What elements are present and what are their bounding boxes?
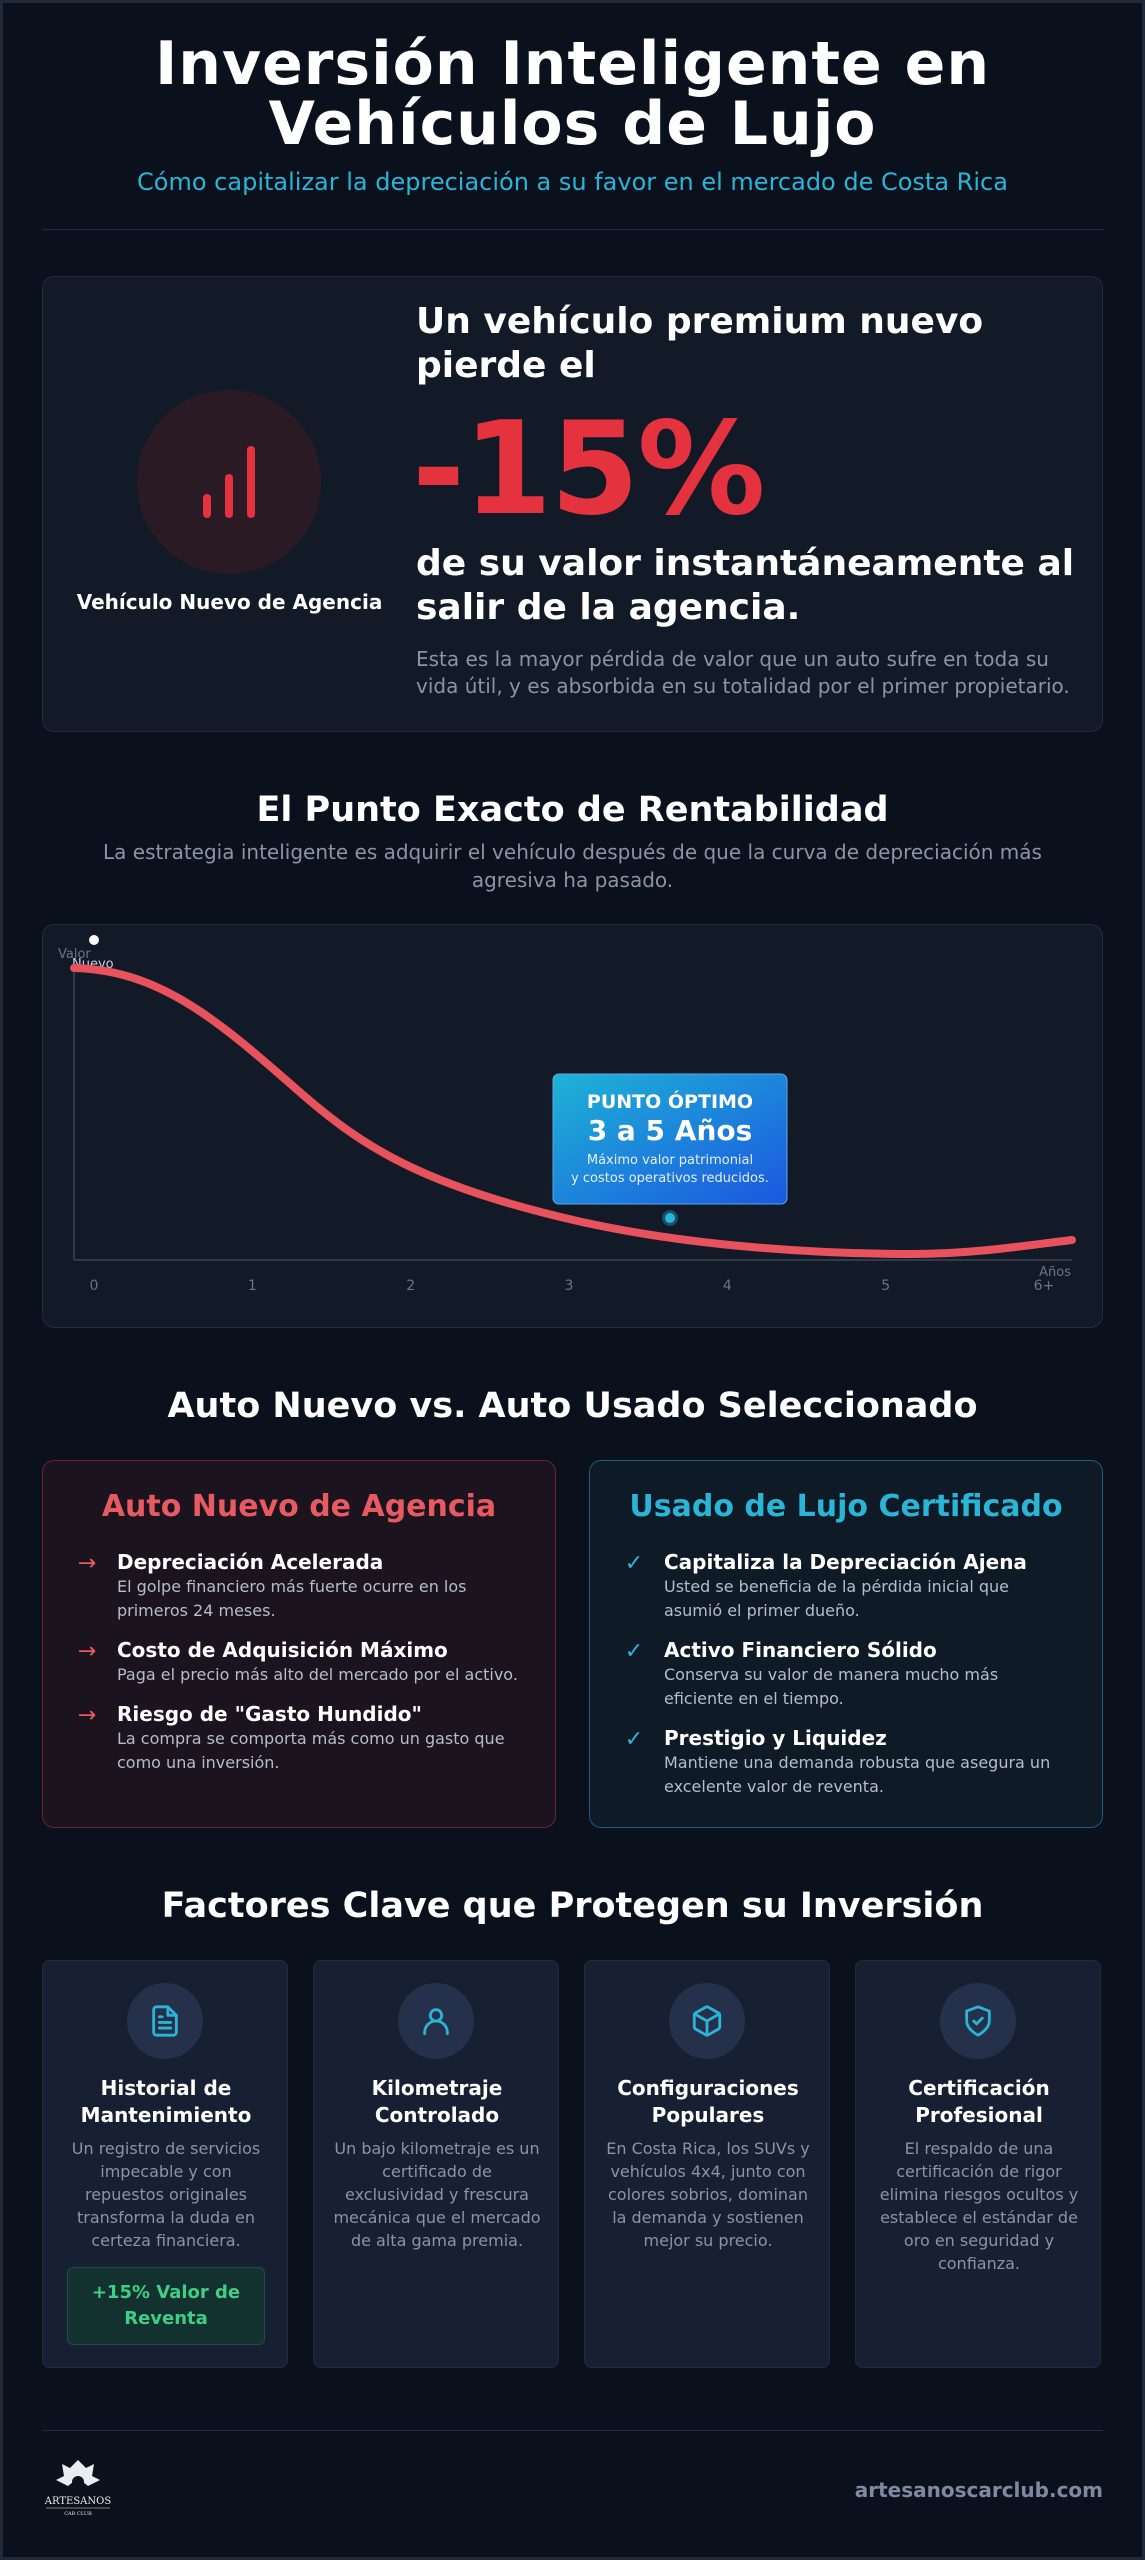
item-text: Mantiene una demanda robusta que asegura… [664,1753,1051,1796]
website-link[interactable]: artesanoscarclub.com [854,2478,1103,2502]
resale-badge: +15% Valor de Reventa [67,2267,265,2345]
user-icon [398,1983,474,2059]
section-title-profit: El Punto Exacto de Rentabilidad [256,790,889,830]
factor-card-certification: Certificación Profesional El respaldo de… [855,1960,1101,2368]
list-item: → Depreciación Acelerada El golpe financ… [75,1549,525,1623]
used-card-title: Usado de Lujo Certificado [629,1489,1063,1524]
section-title-comparison: Auto Nuevo vs. Auto Usado Seleccionado [167,1386,978,1426]
item-heading: Costo de Adquisición Máximo [117,1638,448,1662]
item-text: La compra se comporta más como un gasto … [117,1729,505,1772]
item-heading: Capitaliza la Depreciación Ajena [664,1550,1027,1574]
used-car-card: Usado de Lujo Certificado ✓ Capitaliza l… [589,1460,1103,1828]
x-tick-label: 1 [248,1278,257,1294]
new-car-card: Auto Nuevo de Agencia → Depreciación Ace… [42,1460,556,1828]
item-text: Conserva su valor de manera mucho más ef… [664,1665,999,1708]
x-tick-label: 4 [723,1278,732,1294]
list-item: ✓ Capitaliza la Depreciación Ajena Usted… [622,1549,1072,1623]
logo-text: ARTESANOS [44,2496,112,2507]
y-axis-label: Valor [58,947,91,962]
x-tick-label: 3 [565,1278,574,1294]
check-icon: ✓ [624,1639,644,1664]
section-subtitle-profit: La estrategia inteligente es adquirir el… [103,840,1042,892]
vehicle-label: Vehículo Nuevo de Agencia [76,590,383,614]
item-text: Usted se beneficia de la pérdida inicial… [664,1577,1009,1620]
page-subtitle: Cómo capitalizar la depreciación a su fa… [137,168,1008,196]
arrow-right-icon: → [77,1639,97,1664]
page-title: Inversión Inteligente en Vehículos de Lu… [154,29,991,159]
shield-check-icon [940,1983,1016,2059]
bar-chart-icon [137,390,321,574]
section-title-factors: Factores Clave que Protegen su Inversión [161,1886,984,1926]
depreciation-tail: de su valor instantáneamente al salir de… [416,543,1075,628]
item-text: El golpe financiero más fuerte ocurre en… [117,1577,467,1620]
depreciation-lead: Un vehículo premium nuevo pierde el [416,301,984,386]
list-item: ✓ Activo Financiero Sólido Conserva su v… [622,1637,1072,1711]
factor-title: Certificación Profesional [908,2076,1050,2127]
depreciation-description: Esta es la mayor pérdida de valor que un… [416,647,1070,698]
optimal-point [665,1213,675,1223]
artesanos-logo: ARTESANOS CAR CLUB [44,2460,112,2517]
list-item: → Riesgo de "Gasto Hundido" La compra se… [75,1701,525,1775]
optimal-title: PUNTO ÓPTIMO [587,1089,753,1113]
arrow-right-icon: → [77,1703,97,1728]
depreciation-chart: Valor Años Nuevo PUNTO ÓPTIMO 3 a 5 Años… [42,924,1103,1328]
factor-title: Configuraciones Populares [617,2076,799,2127]
factor-card-maintenance: Historial de Mantenimiento Un registro d… [42,1960,288,2368]
item-heading: Activo Financiero Sólido [664,1638,937,1662]
item-heading: Prestigio y Liquidez [664,1726,887,1750]
factor-title: Kilometraje Controlado [371,2076,503,2127]
optimal-callout [552,1073,788,1205]
cube-icon [669,1983,745,2059]
factor-text: En Costa Rica, los SUVs y vehículos 4x4,… [606,2139,810,2250]
footer-divider [42,2430,1103,2431]
factor-text: Un bajo kilometraje es un certificado de… [333,2139,541,2250]
optimal-value: 3 a 5 Años [588,1114,753,1147]
optimal-desc-2: y costos operativos reducidos. [571,1171,769,1186]
factor-text: Un registro de servicios impecable y con… [71,2139,261,2250]
depreciation-curve [70,964,1076,1259]
divider [42,229,1103,230]
new-card-title: Auto Nuevo de Agencia [101,1489,497,1524]
list-item: → Costo de Adquisición Máximo Paga el pr… [75,1637,525,1687]
factor-card-configurations: Configuraciones Populares En Costa Rica,… [584,1960,830,2368]
x-tick-label: 6+ [1034,1278,1055,1294]
check-icon: ✓ [624,1551,644,1576]
logo-subtext: CAR CLUB [64,2511,92,2517]
x-tick-label: 2 [406,1278,415,1294]
arrow-right-icon: → [77,1551,97,1576]
document-icon [127,1983,203,2059]
start-point [89,935,99,945]
check-icon: ✓ [624,1727,644,1752]
factor-text: El respaldo de una certificación de rigo… [879,2139,1079,2273]
x-tick-label: 5 [881,1278,890,1294]
x-axis-label: Años [1039,1265,1071,1280]
x-tick-label: 0 [90,1278,99,1294]
item-heading: Depreciación Acelerada [117,1550,384,1574]
item-heading: Riesgo de "Gasto Hundido" [117,1702,422,1726]
list-item: ✓ Prestigio y Liquidez Mantiene una dema… [622,1725,1072,1799]
item-text: Paga el precio más alto del mercado por … [117,1665,518,1684]
optimal-desc-1: Máximo valor patrimonial [587,1153,753,1168]
factor-card-mileage: Kilometraje Controlado Un bajo kilometra… [313,1960,559,2368]
factor-title: Historial de Mantenimiento [80,2076,252,2127]
depreciation-value: -15% [412,395,765,544]
